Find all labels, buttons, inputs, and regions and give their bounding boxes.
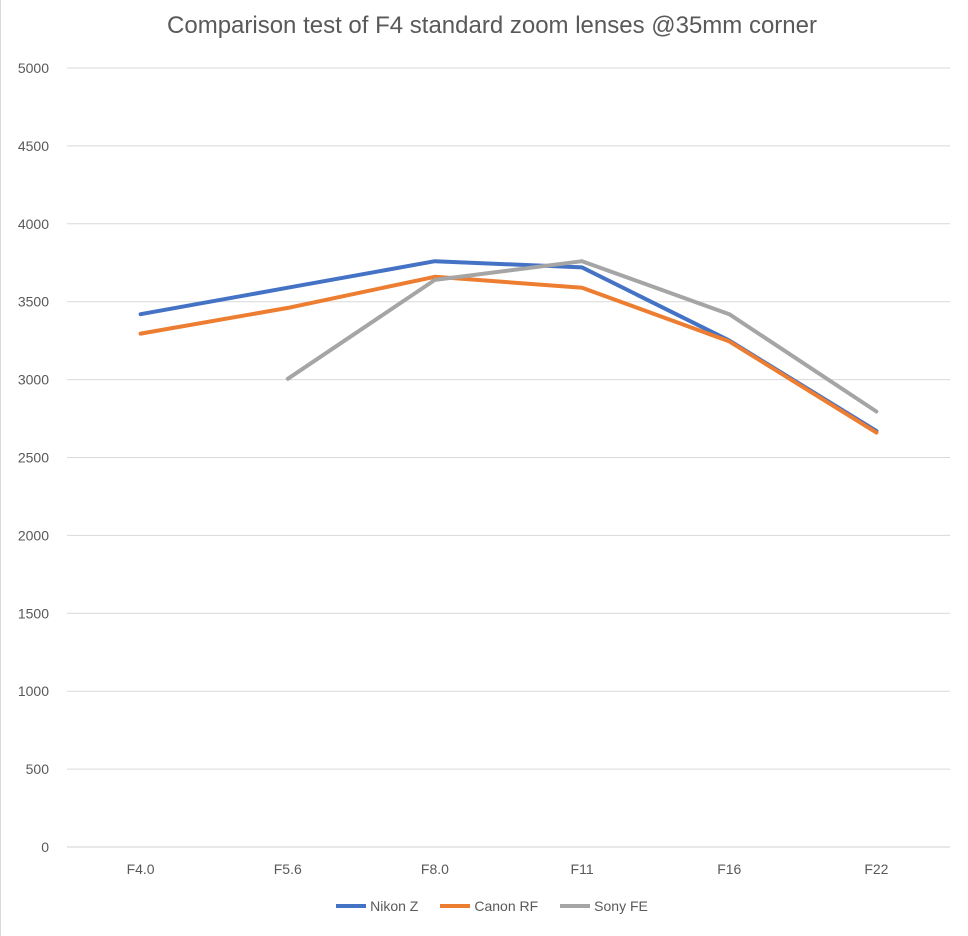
legend-label: Sony FE bbox=[594, 898, 648, 914]
legend-label: Canon RF bbox=[474, 898, 539, 914]
y-tick-label: 4500 bbox=[18, 138, 49, 154]
x-tick-label: F22 bbox=[864, 861, 888, 877]
x-tick-label: F4.0 bbox=[127, 861, 155, 877]
x-tick-label: F8.0 bbox=[421, 861, 449, 877]
y-tick-label: 2500 bbox=[18, 450, 49, 466]
y-tick-label: 3000 bbox=[18, 372, 49, 388]
legend-label: Nikon Z bbox=[370, 898, 419, 914]
x-tick-label: F16 bbox=[717, 861, 741, 877]
series-line-canon-rf bbox=[138, 274, 879, 435]
y-tick-label: 1000 bbox=[18, 683, 49, 699]
y-tick-label: 2000 bbox=[18, 527, 49, 543]
legend-item-canon-rf: Canon RF bbox=[440, 898, 538, 914]
y-tick-label: 3500 bbox=[18, 294, 49, 310]
y-tick-label: 5000 bbox=[18, 60, 49, 76]
y-tick-label: 500 bbox=[26, 761, 50, 777]
series-line-nikon-z bbox=[138, 259, 879, 433]
x-tick-label: F11 bbox=[571, 861, 594, 877]
legend-swatch bbox=[560, 904, 591, 908]
legend-item-sony-fe: Sony FE bbox=[560, 898, 648, 914]
x-tick-label: F5.6 bbox=[274, 861, 302, 877]
legend-swatch bbox=[440, 904, 471, 908]
legend: Nikon Z Canon RF Sony FE bbox=[0, 898, 968, 914]
y-tick-label: 0 bbox=[41, 839, 49, 855]
chart-title: Comparison test of F4 standard zoom lens… bbox=[167, 12, 817, 39]
series-line-sony-fe bbox=[285, 259, 879, 414]
legend-swatch bbox=[336, 904, 367, 908]
y-tick-label: 1500 bbox=[18, 605, 49, 621]
legend-item-nikon-z: Nikon Z bbox=[336, 898, 418, 914]
y-tick-label: 4000 bbox=[18, 216, 49, 232]
